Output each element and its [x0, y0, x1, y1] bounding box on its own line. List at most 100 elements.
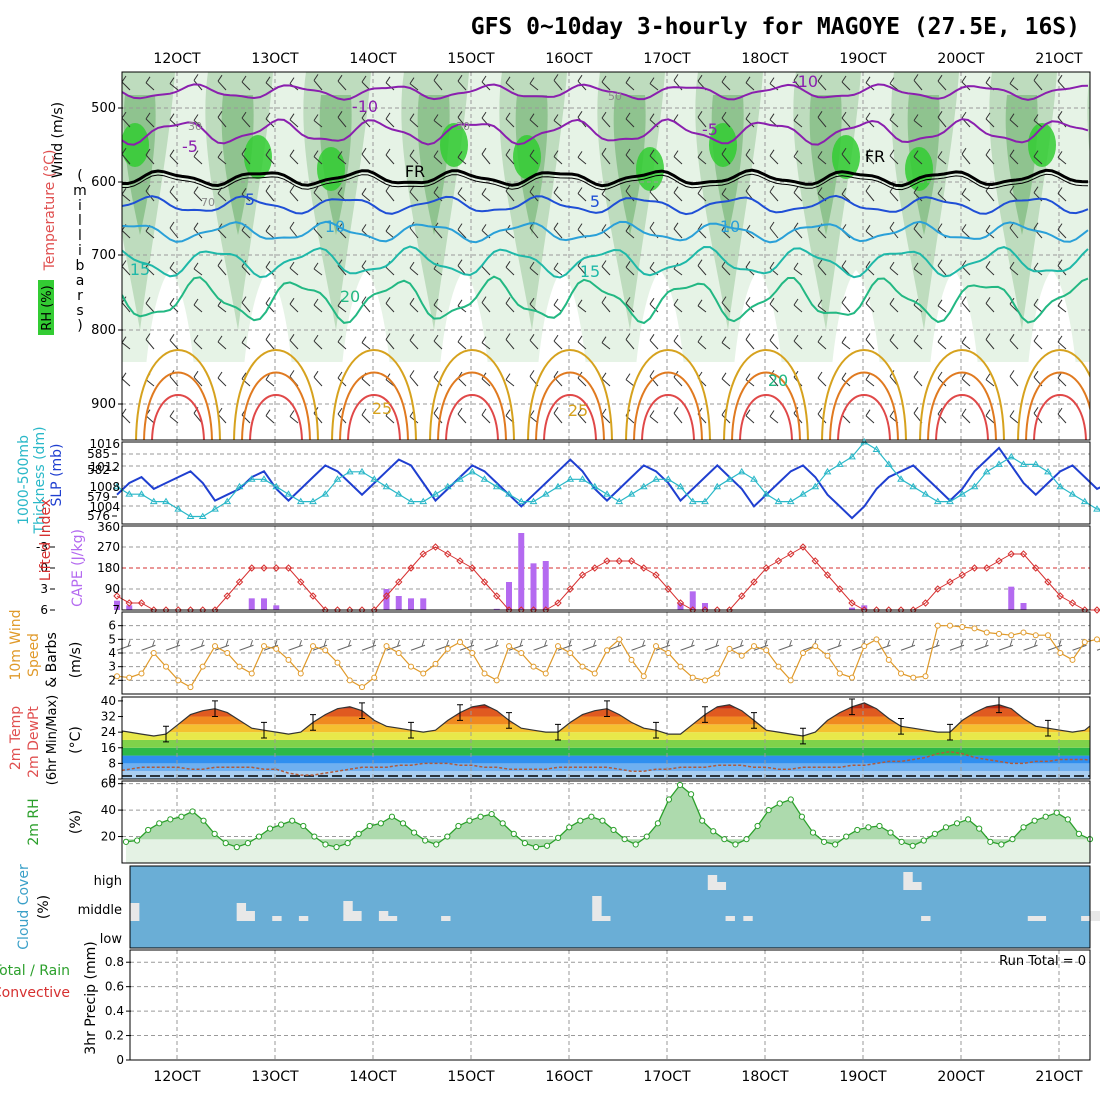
wind-barb: [337, 299, 347, 313]
surface-wind-barb: [533, 640, 548, 651]
wind-barb: [1057, 223, 1067, 239]
thickness-marker: [1044, 467, 1052, 475]
thickness-marker: [590, 482, 599, 490]
wind-speed-marker: [506, 643, 512, 650]
wind-speed-marker: [346, 677, 353, 684]
wind-barb: [697, 259, 707, 276]
lifted-index-marker: [750, 578, 758, 586]
wind-speed-marker: [898, 670, 904, 677]
wind-speed-marker: [187, 684, 194, 691]
wind-barb: [265, 409, 275, 424]
wind-speed-marker: [383, 643, 390, 650]
rh2m-marker: [699, 817, 706, 824]
wind-barb: [361, 336, 371, 350]
wind-barb: [337, 74, 347, 91]
wind-speed-marker: [359, 684, 365, 691]
wind-barb: [289, 334, 299, 350]
wind-speed-marker: [934, 622, 941, 629]
temperature-contour: [122, 275, 1089, 325]
surface-wind-barb: [484, 640, 499, 651]
wind-speed-marker: [861, 643, 868, 650]
wind-speed-marker: [126, 674, 133, 681]
thickness-marker: [701, 497, 709, 505]
wind-barb: [697, 335, 707, 350]
diurnal-temperature-contour: [437, 371, 507, 440]
contour-label: FR: [865, 147, 885, 166]
rh2m-marker: [422, 837, 429, 844]
cloud-block: [352, 911, 362, 921]
wind-barb: [265, 184, 275, 202]
cloud-block: [1036, 916, 1047, 921]
surface-wind-barb: [680, 640, 695, 651]
wind-barb: [793, 114, 803, 128]
thickness-marker: [272, 482, 281, 490]
rh-moist-core: [1028, 123, 1056, 167]
wind-barb: [985, 261, 995, 276]
surface-wind-barb: [312, 640, 328, 651]
rh2m-marker: [466, 817, 473, 824]
contour-label: 5: [245, 190, 255, 209]
lifted-index-marker: [309, 592, 317, 600]
lifted-index-marker: [284, 564, 293, 572]
wind-barb: [122, 147, 131, 165]
thickness-marker: [113, 482, 121, 490]
thickness-label-2: Thickness (dm): [32, 426, 48, 534]
lifted-index-marker: [1044, 578, 1052, 586]
rh2m-marker: [876, 822, 883, 830]
lifted-index-marker: [958, 571, 966, 579]
wind-barb: [769, 77, 779, 91]
y-tick-label: 3: [108, 660, 116, 674]
wind-barb: [841, 75, 851, 91]
wind-speed-marker: [248, 670, 255, 677]
cape-tick-label: 360: [97, 520, 120, 534]
pressure-label-char: ): [77, 318, 82, 334]
thickness-marker: [443, 482, 452, 490]
diurnal-temperature-contour: [625, 349, 711, 440]
wind-barb: [913, 370, 923, 387]
diurnal-temperature-contour: [339, 371, 409, 440]
rh2m-marker: [843, 833, 850, 840]
rh2m-marker: [311, 833, 318, 840]
wind-barb: [505, 261, 515, 276]
thickness-marker: [541, 490, 550, 497]
wind-barb: [601, 147, 611, 165]
wind-barb: [745, 261, 755, 276]
wind-barb: [553, 74, 563, 91]
wind-barb: [745, 333, 755, 350]
top-x-tick-label: 17OCT: [643, 51, 691, 67]
wind-barb: [361, 408, 371, 424]
surface-wind-barb: [239, 640, 254, 651]
minmax-errorbar: [1045, 719, 1051, 737]
wind-barb: [865, 409, 875, 424]
wind-barb: [481, 296, 491, 313]
bottom-x-tick-label: 16OCT: [545, 1069, 593, 1085]
wind-speed-marker: [873, 636, 880, 643]
thickness-marker: [639, 482, 648, 490]
wind-barb: [385, 184, 395, 202]
cape-bar: [114, 600, 120, 610]
wind-barb: [193, 262, 203, 276]
y-tick-label: 60: [101, 777, 116, 791]
wind-barb: [649, 334, 659, 350]
rh2m-frame: [121, 780, 1091, 864]
wind-barb: [625, 148, 635, 165]
wind-barb: [553, 114, 563, 128]
thickness-marker: [872, 445, 881, 452]
wind-barb: [361, 147, 371, 165]
rh2m-marker: [289, 817, 296, 824]
lifted-index-marker: [799, 543, 807, 551]
wind-barb: [217, 371, 227, 387]
cloud-panel: high middle low Cloud Cover (%): [16, 864, 1100, 950]
lifted-index-marker: [1007, 550, 1015, 558]
wind-barb: [745, 112, 755, 128]
wind-barb: [265, 224, 275, 239]
rh2m-marker: [688, 791, 695, 798]
cape-bar: [395, 596, 402, 610]
wind-barb: [745, 148, 755, 165]
pressure-label-char: l: [78, 228, 82, 244]
minmax-errorbar: [506, 712, 512, 729]
wind-barb: [601, 75, 611, 91]
surface-wind-barb: [190, 640, 205, 651]
rh2m-marker: [433, 841, 440, 848]
wind-speed-marker: [849, 674, 855, 681]
